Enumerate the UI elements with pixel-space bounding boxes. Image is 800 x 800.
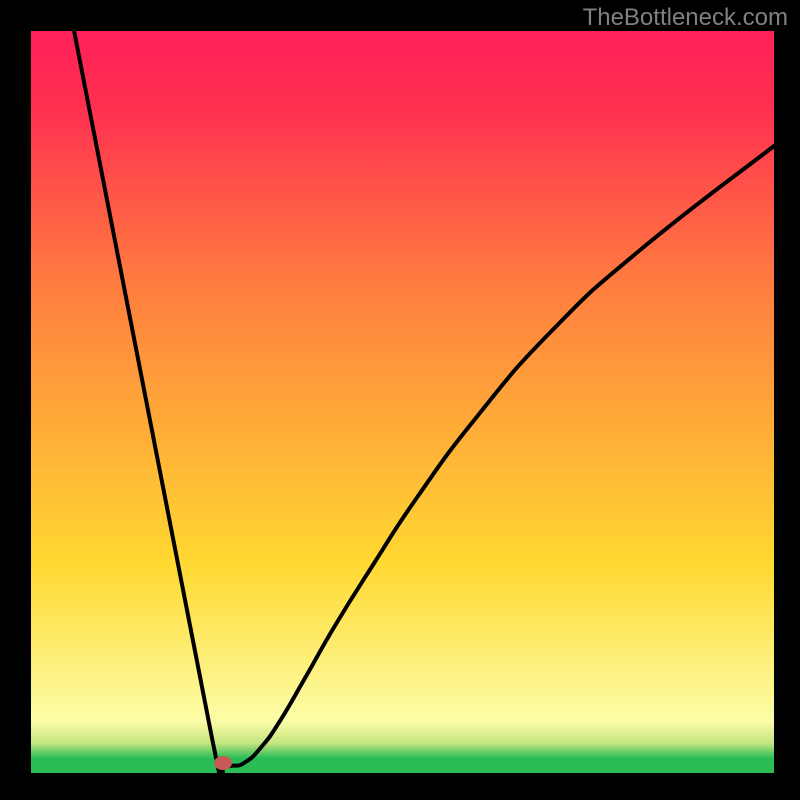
- bottleneck-curve: [31, 31, 774, 773]
- gradient-plot-area: [31, 31, 774, 773]
- watermark-text: TheBottleneck.com: [583, 4, 788, 32]
- chart-container: TheBottleneck.com: [0, 0, 800, 800]
- minimum-point-marker: [214, 756, 232, 770]
